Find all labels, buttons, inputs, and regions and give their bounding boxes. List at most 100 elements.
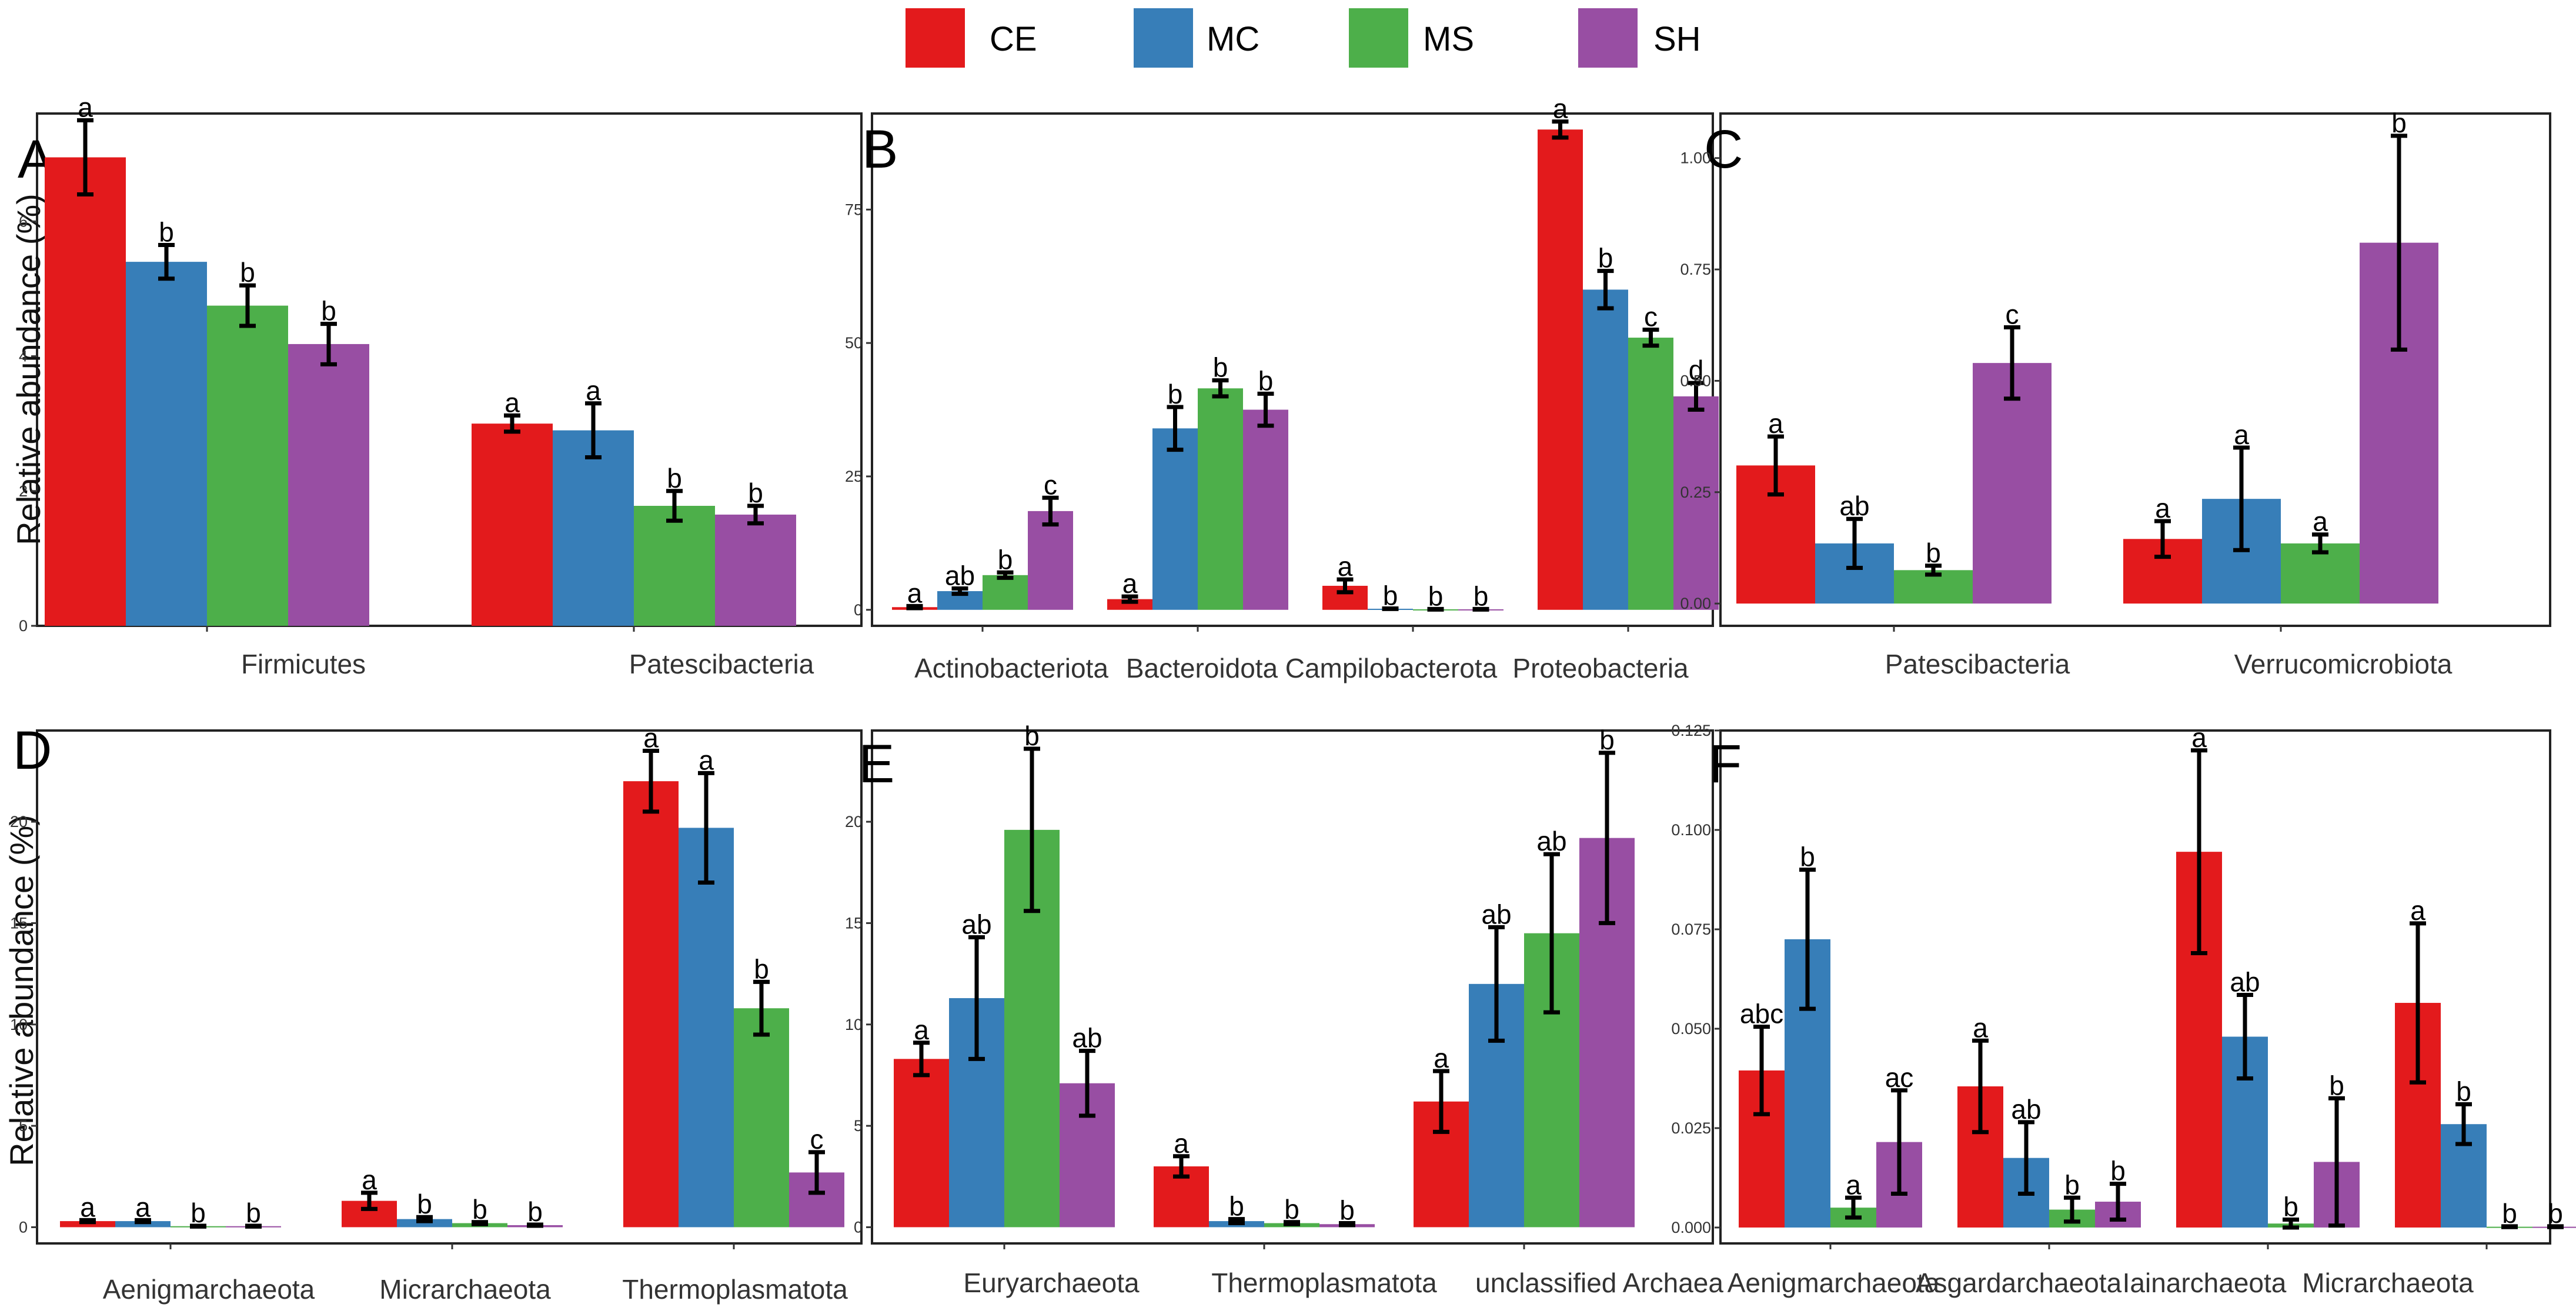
sig-letter-b-ms: c (1644, 301, 1658, 332)
sig-letter-e-mc: ab (961, 909, 991, 940)
panel-f: F 0.000 0.025 0.050 0.075 0.100 0.125 Aenigmarc… (1671, 722, 2576, 1298)
panel-b: B0255075ActinobacteriotaaabbcBacteroidot… (845, 94, 1719, 683)
sig-letter-d-sh: b (527, 1196, 543, 1227)
error-bar-e-ms (1284, 1220, 1300, 1226)
panel-f-ytick-label: 0.100 (1671, 821, 1711, 839)
sig-letter-b-ms: b (1428, 581, 1444, 611)
error-bar-e-ce (1173, 1154, 1190, 1179)
panel-e-ytick-label: 5 (854, 1117, 863, 1135)
sig-letter-f-sh: b (2110, 1156, 2126, 1186)
error-bar-f-mc (2237, 993, 2253, 1080)
panel-e-ytick-label: 15 (845, 914, 863, 932)
error-bar-f-ce (2410, 921, 2426, 1085)
panel-f-frame (1719, 729, 2551, 1245)
sig-letter-b-mc: b (1598, 243, 1613, 274)
error-bar-f-ce (1753, 1025, 1770, 1116)
panel-c-ytick-label: 0.00 (1680, 595, 1711, 612)
error-bar-e-sh (1339, 1221, 1355, 1228)
bar-d-ce (623, 781, 679, 1228)
bar-b-sh (1028, 511, 1073, 610)
error-bar-b-ce (1121, 594, 1138, 604)
sig-letter-a-ce: a (504, 387, 520, 418)
panel-c-ytick-label: 1.00 (1680, 149, 1711, 167)
sig-letter-d-ce: a (362, 1165, 377, 1195)
error-bar-c-ce (1768, 434, 1784, 497)
sig-letter-d-mc: a (135, 1192, 151, 1222)
panel-f-ytick-label: 0.025 (1671, 1119, 1711, 1137)
sig-letter-d-ce: a (643, 722, 659, 753)
bar-b-ms (983, 575, 1028, 610)
error-bar-a-sh (747, 503, 764, 526)
error-bar-c-sh (2004, 325, 2020, 401)
error-bar-e-sh (1599, 751, 1615, 925)
panel-c-xtick-label: Patescibacteria (1885, 649, 2070, 679)
error-bar-b-ce (906, 603, 923, 611)
bar-b-sh (1243, 409, 1288, 610)
panel-d-xtick-label: Micrarchaeota (379, 1274, 551, 1305)
panel-f-letter: F (1709, 734, 1742, 794)
bar-a-ms (207, 305, 288, 626)
sig-letter-c-sh: c (2006, 299, 2019, 330)
panel-f-xtick-label: Iainarchaeota (2123, 1268, 2287, 1298)
panel-d-ytick-label: 10 (10, 1016, 28, 1033)
panel-e-ytick-label: 20 (845, 813, 863, 831)
panel-b-ytick-label: 0 (854, 601, 863, 619)
panel-e-ytick-label: 0 (854, 1218, 863, 1236)
error-bar-b-sh (1688, 381, 1705, 412)
sig-letter-a-ce: a (78, 92, 93, 122)
panel-b-frame (871, 112, 1714, 627)
bar-a-ce (472, 423, 553, 626)
bar-a-ce (45, 157, 126, 626)
panel-b-ytick-label: 25 (845, 468, 863, 485)
sig-letter-c-sh: b (2391, 108, 2407, 138)
panel-b-letter: B (862, 119, 898, 179)
panel-d-ytick-label: 20 (10, 813, 28, 831)
error-bar-d-ce (361, 1190, 377, 1211)
error-bar-f-mc (2018, 1120, 2034, 1196)
legend-label-sh: SH (1653, 20, 1701, 58)
sig-letter-f-sh: ac (1885, 1062, 1914, 1093)
bar-a-sh (715, 514, 796, 626)
panel-d: D Relative abundance (%) 0 5 10 15 20 Aenigmarc… (3, 721, 863, 1305)
error-bar-c-mc (2233, 445, 2250, 552)
panel-e-xtick-label: Euryarchaeota (963, 1268, 1140, 1298)
panel-c-ytick-label: 0.75 (1680, 261, 1711, 278)
legend-swatch-ms (1349, 8, 1408, 68)
panel-f-ytick-label: 0.125 (1671, 722, 1711, 739)
sig-letter-b-sh: b (1258, 365, 1274, 396)
legend-label-ce: CE (990, 20, 1037, 58)
panel-e-xtick-label: Thermoplasmatota (1211, 1268, 1437, 1298)
panel-b-xtick-label: Bacteroidota (1126, 653, 1278, 683)
sig-letter-d-mc: b (417, 1189, 432, 1219)
bar-e-ce (894, 1059, 949, 1228)
error-bar-a-mc (585, 401, 602, 459)
sig-letter-f-ce: abc (1740, 999, 1783, 1029)
sig-letter-a-sh: b (748, 478, 763, 508)
legend-swatch-mc (1134, 8, 1193, 68)
sig-letter-e-ce: a (1434, 1043, 1449, 1073)
sig-letter-f-sh: b (2548, 1198, 2563, 1229)
panel-d-ytick-label: 5 (19, 1117, 28, 1135)
sig-letter-f-mc: b (2456, 1076, 2471, 1106)
panel-e-xtick-label: unclassified Archaea (1475, 1268, 1723, 1298)
sig-letter-b-mc: b (1168, 379, 1183, 409)
error-bar-e-mc (968, 935, 985, 1061)
sig-letter-b-ce: a (1338, 551, 1353, 582)
panel-e: E05101520EuryarchaeotaaabbabThermoplasma… (845, 721, 1723, 1298)
error-bar-e-ce (913, 1040, 930, 1078)
error-bar-a-ce (504, 413, 520, 434)
sig-letter-e-mc: b (1229, 1191, 1244, 1222)
sig-letter-b-ce: a (1122, 568, 1138, 599)
error-bar-b-sh (1042, 495, 1059, 527)
error-bar-f-ce (1972, 1038, 1989, 1135)
sig-letter-f-ce: a (2191, 722, 2207, 753)
error-bar-b-ms (1212, 378, 1229, 399)
panel-d-ytick-label: 0 (19, 1218, 28, 1236)
error-bar-f-sh (2328, 1096, 2345, 1228)
bar-b-mc (1152, 428, 1198, 610)
error-bar-b-sh (1257, 391, 1274, 428)
sig-letter-f-ms: b (2283, 1191, 2298, 1222)
error-bar-b-mc (1167, 405, 1184, 452)
error-bar-b-ce (1552, 119, 1569, 140)
bar-a-mc (126, 262, 207, 626)
